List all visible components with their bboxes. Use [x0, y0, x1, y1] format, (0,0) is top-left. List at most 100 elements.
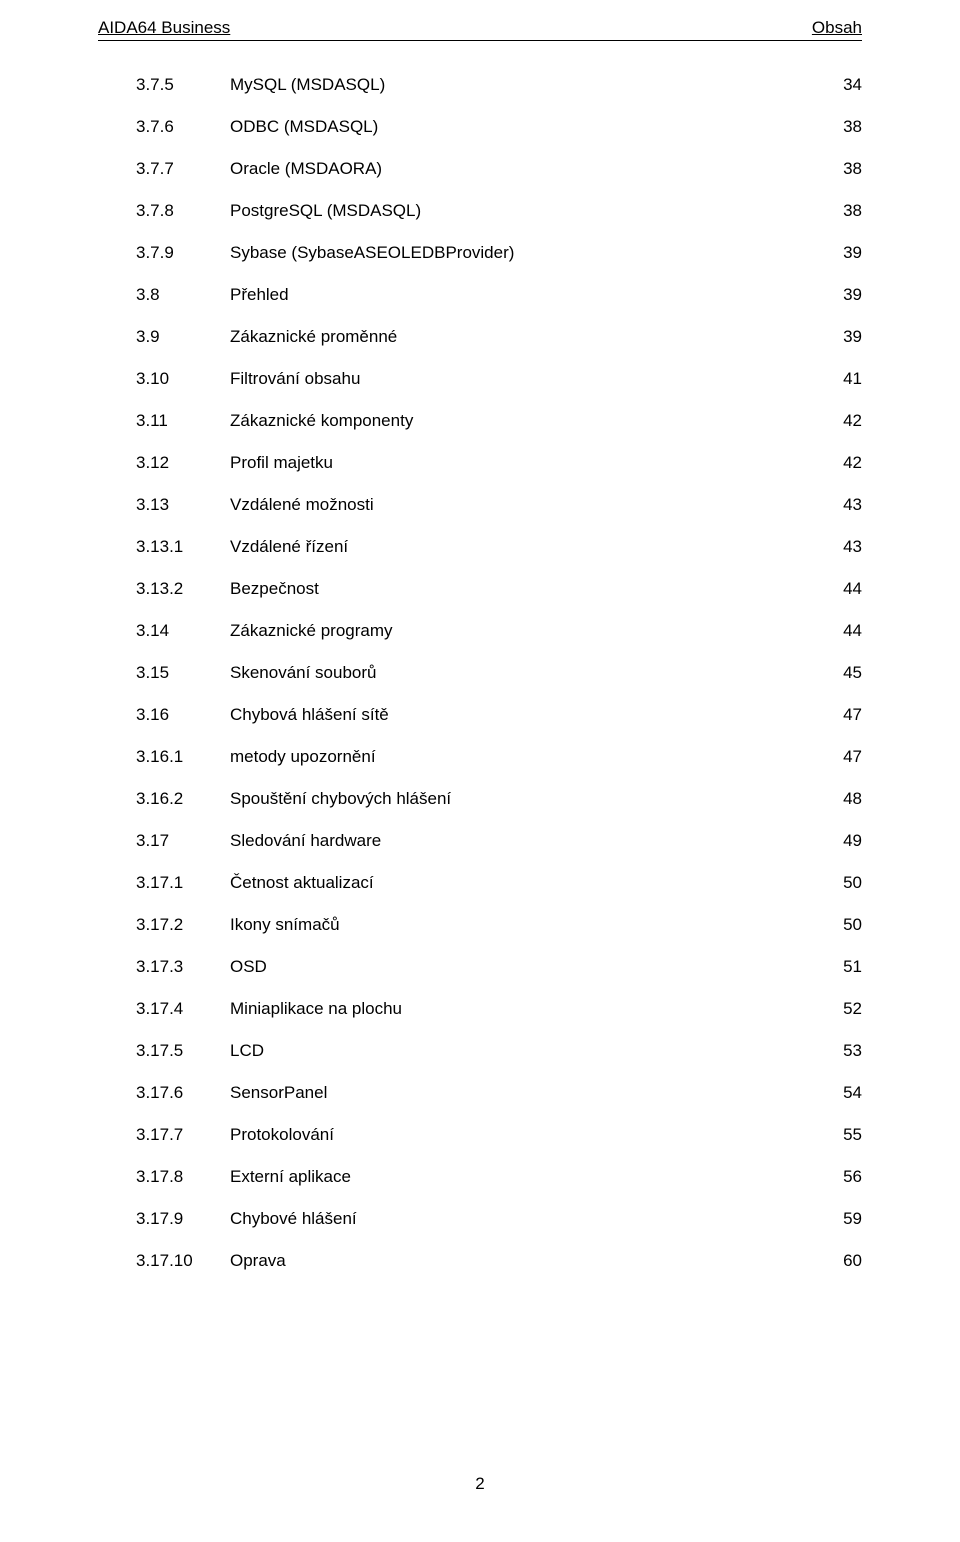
toc-entry-number: 3.13 — [136, 495, 230, 515]
toc-entry-page: 51 — [843, 957, 862, 977]
toc-entry-number: 3.8 — [136, 285, 230, 305]
toc-entry-number: 3.7.9 — [136, 243, 230, 263]
toc-entry: 3.7.9Sybase (SybaseASEOLEDBProvider) 39 — [98, 243, 862, 263]
toc-entry: 3.17.6SensorPanel54 — [98, 1083, 862, 1103]
toc-entry-title: LCD — [230, 1041, 264, 1061]
toc-entry-page: 59 — [843, 1209, 862, 1229]
toc-entry-title: Oracle (MSDAORA) — [230, 159, 382, 179]
toc-entry-page: 48 — [843, 789, 862, 809]
toc-entry-number: 3.17.5 — [136, 1041, 230, 1061]
toc-entry-number: 3.16 — [136, 705, 230, 725]
toc-entry-title: OSD — [230, 957, 267, 977]
toc-entry-number: 3.17.6 — [136, 1083, 230, 1103]
toc-entry: 3.8Přehled 39 — [98, 285, 862, 305]
toc-entry-title: Četnost aktualizací — [230, 873, 374, 893]
toc-entry-number: 3.7.8 — [136, 201, 230, 221]
toc-entry-number: 3.9 — [136, 327, 230, 347]
toc-entry-page: 44 — [843, 579, 862, 599]
toc-entry-title: Sledování hardware — [230, 831, 381, 851]
toc-entry: 3.14Zákaznické programy 44 — [98, 621, 862, 641]
toc-entry-number: 3.14 — [136, 621, 230, 641]
toc-entry: 3.17.8Externí aplikace56 — [98, 1167, 862, 1187]
toc-entry: 3.17.9Chybové hlášení59 — [98, 1209, 862, 1229]
toc-entry: 3.7.6ODBC (MSDASQL) 38 — [98, 117, 862, 137]
toc-entry-title: Profil majetku — [230, 453, 333, 473]
toc-entry-title: Zákaznické programy — [230, 621, 393, 641]
toc-entry-number: 3.17.2 — [136, 915, 230, 935]
toc-entry-page: 47 — [843, 747, 862, 767]
toc-entry: 3.17.4Miniaplikace na plochu52 — [98, 999, 862, 1019]
toc-entry-title: Externí aplikace — [230, 1167, 351, 1187]
toc-entry-title: Filtrování obsahu — [230, 369, 360, 389]
toc-entry-title: Ikony snímačů — [230, 915, 340, 935]
toc-entry-page: 38 — [843, 117, 862, 137]
toc-entry: 3.7.8PostgreSQL (MSDASQL)38 — [98, 201, 862, 221]
toc-entry: 3.16.2Spouštění chybových hlášení48 — [98, 789, 862, 809]
toc-entry: 3.13Vzdálené možnosti43 — [98, 495, 862, 515]
toc-entry-page: 39 — [843, 327, 862, 347]
toc-entry-title: Skenování souborů — [230, 663, 377, 683]
toc-entry-number: 3.7.5 — [136, 75, 230, 95]
toc-entry: 3.17.10Oprava 60 — [98, 1251, 862, 1271]
toc-entry-title: ODBC (MSDASQL) — [230, 117, 378, 137]
header-right: Obsah — [812, 18, 862, 38]
toc-entry-number: 3.7.7 — [136, 159, 230, 179]
toc-entry-page: 50 — [843, 873, 862, 893]
toc-entry-title: PostgreSQL (MSDASQL) — [230, 201, 421, 221]
toc-entry: 3.17.5LCD 53 — [98, 1041, 862, 1061]
toc-entry: 3.11Zákaznické komponenty42 — [98, 411, 862, 431]
toc-entry-page: 53 — [843, 1041, 862, 1061]
page-container: AIDA64 Business Obsah 3.7.5MySQL (MSDASQ… — [0, 0, 960, 1271]
toc-entry: 3.17Sledování hardware 49 — [98, 831, 862, 851]
toc-entry-title: Bezpečnost — [230, 579, 319, 599]
page-header: AIDA64 Business Obsah — [98, 18, 862, 38]
toc-entry-number: 3.17 — [136, 831, 230, 851]
toc-entry-page: 42 — [843, 453, 862, 473]
toc-entry-page: 44 — [843, 621, 862, 641]
toc-entry: 3.10Filtrování obsahu 41 — [98, 369, 862, 389]
toc-entry-title: SensorPanel — [230, 1083, 327, 1103]
toc-entry-page: 47 — [843, 705, 862, 725]
toc-entry-number: 3.10 — [136, 369, 230, 389]
toc-entry-title: Přehled — [230, 285, 289, 305]
toc-entry-page: 39 — [843, 243, 862, 263]
toc-entry-page: 41 — [843, 369, 862, 389]
toc-entry-number: 3.13.1 — [136, 537, 230, 557]
toc-entry-title: Spouštění chybových hlášení — [230, 789, 451, 809]
toc-entry: 3.17.7Protokolování 55 — [98, 1125, 862, 1145]
toc-entry-number: 3.16.1 — [136, 747, 230, 767]
toc-entry-page: 60 — [843, 1251, 862, 1271]
toc-entry-number: 3.15 — [136, 663, 230, 683]
toc-entry: 3.17.1Četnost aktualizací50 — [98, 873, 862, 893]
toc-entry: 3.16.1metody upozornění 47 — [98, 747, 862, 767]
toc-entry: 3.9Zákaznické proměnné 39 — [98, 327, 862, 347]
toc-entry-number: 3.17.10 — [136, 1251, 230, 1271]
toc-entry-title: Protokolování — [230, 1125, 334, 1145]
toc-entry-number: 3.13.2 — [136, 579, 230, 599]
toc-entry-number: 3.17.9 — [136, 1209, 230, 1229]
toc-entry-page: 45 — [843, 663, 862, 683]
toc-entry-page: 38 — [843, 159, 862, 179]
toc-entry-title: metody upozornění — [230, 747, 376, 767]
toc-entry-number: 3.7.6 — [136, 117, 230, 137]
toc-entry-page: 56 — [843, 1167, 862, 1187]
page-number: 2 — [475, 1474, 484, 1493]
table-of-contents: 3.7.5MySQL (MSDASQL)343.7.6ODBC (MSDASQL… — [98, 75, 862, 1271]
toc-entry-page: 43 — [843, 537, 862, 557]
toc-entry-number: 3.17.7 — [136, 1125, 230, 1145]
toc-entry-title: Oprava — [230, 1251, 286, 1271]
toc-entry-title: Miniaplikace na plochu — [230, 999, 402, 1019]
toc-entry: 3.7.7Oracle (MSDAORA) 38 — [98, 159, 862, 179]
toc-entry-title: Zákaznické proměnné — [230, 327, 397, 347]
toc-entry: 3.17.3OSD51 — [98, 957, 862, 977]
toc-entry-title: Sybase (SybaseASEOLEDBProvider) — [230, 243, 514, 263]
toc-entry-page: 49 — [843, 831, 862, 851]
toc-entry-number: 3.12 — [136, 453, 230, 473]
toc-entry: 3.17.2Ikony snímačů50 — [98, 915, 862, 935]
toc-entry: 3.12Profil majetku 42 — [98, 453, 862, 473]
toc-entry-number: 3.17.4 — [136, 999, 230, 1019]
toc-entry-page: 55 — [843, 1125, 862, 1145]
toc-entry-title: Vzdálené možnosti — [230, 495, 374, 515]
toc-entry-number: 3.11 — [136, 411, 230, 431]
toc-entry-page: 39 — [843, 285, 862, 305]
